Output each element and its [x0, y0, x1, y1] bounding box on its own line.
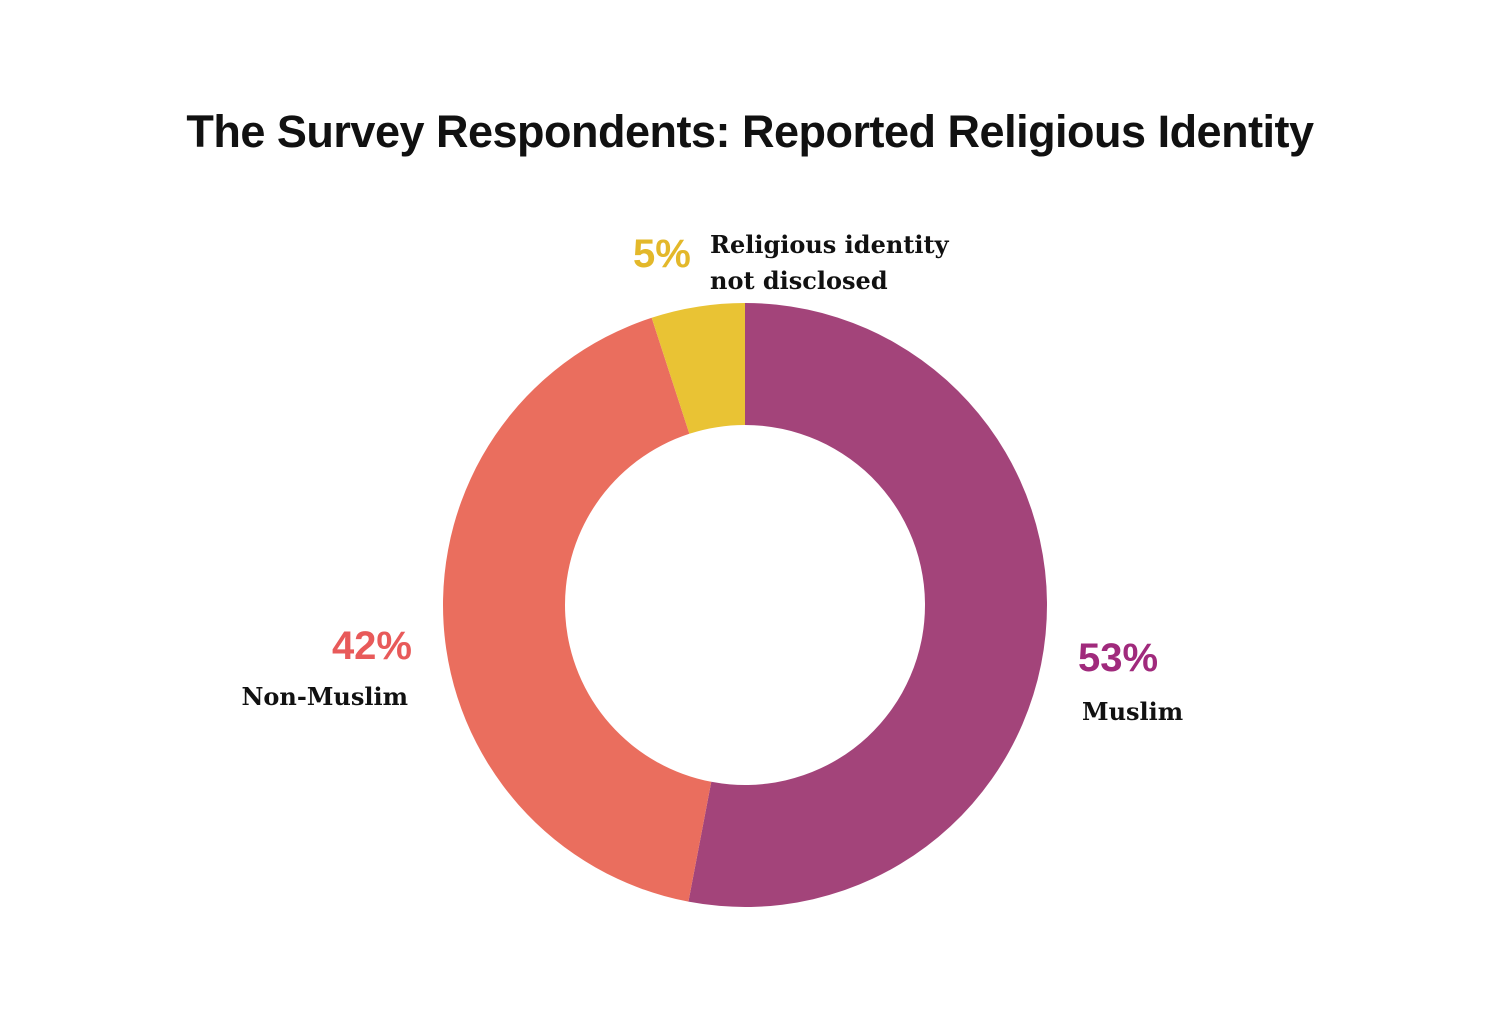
category-label: Non-Muslim	[241, 682, 408, 711]
value-label: 42%	[331, 624, 412, 668]
value-label: 53%	[1078, 636, 1159, 680]
category-label: Religious identity not disclosed	[710, 230, 949, 295]
value-label: 5%	[633, 232, 691, 276]
category-label: Muslim	[1082, 697, 1184, 726]
chart-title: The Survey Respondents: Reported Religio…	[186, 106, 1314, 157]
donut-slice	[688, 303, 1047, 907]
donut-slice	[443, 317, 712, 902]
donut-slice	[651, 303, 745, 434]
